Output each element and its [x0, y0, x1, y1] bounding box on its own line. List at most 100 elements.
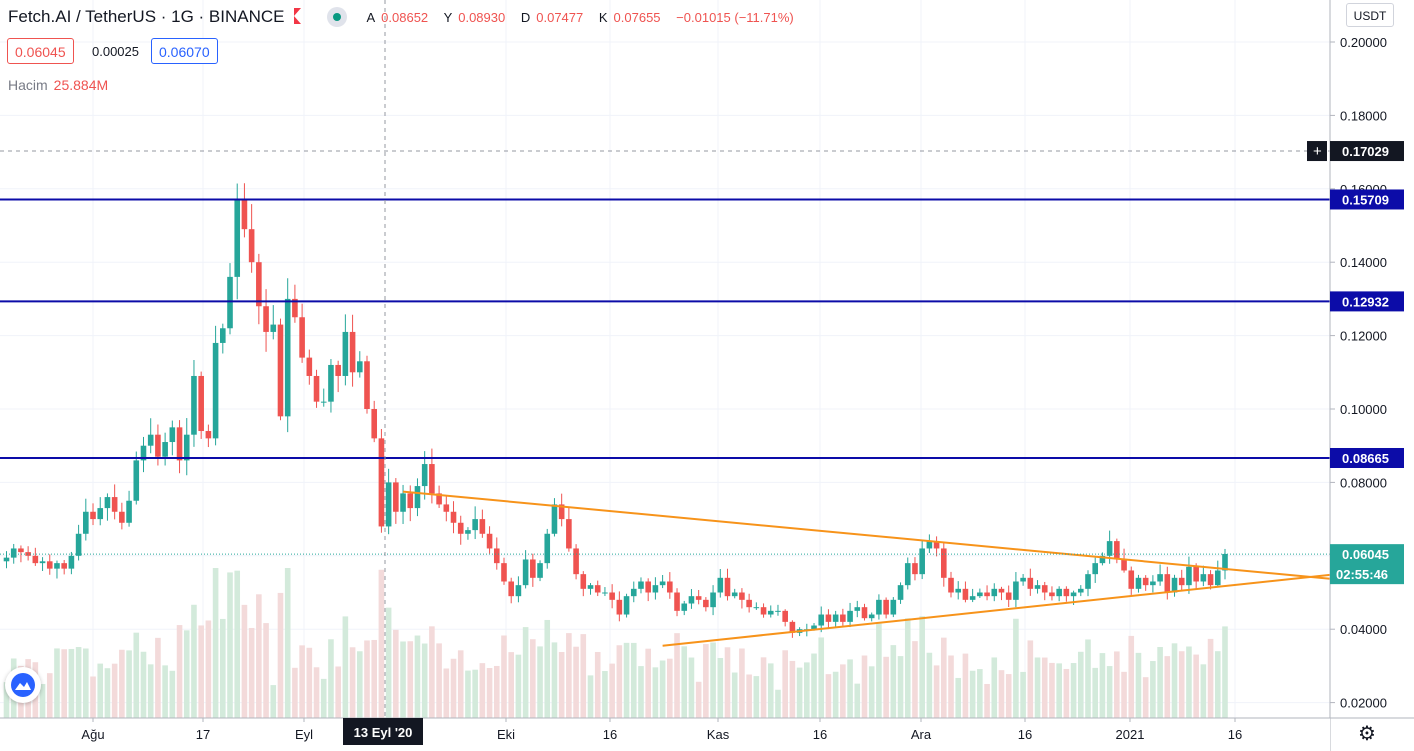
candle-body — [775, 611, 781, 612]
candle-body — [977, 593, 983, 597]
candle-body — [746, 600, 752, 607]
volume-bar — [61, 649, 67, 718]
candle-body — [617, 600, 623, 615]
candle-body — [328, 365, 334, 402]
volume-bar — [1071, 663, 1077, 718]
candle-body — [465, 530, 471, 534]
candle-body — [1179, 578, 1185, 585]
volume-bar — [696, 682, 702, 718]
candle-body — [681, 604, 687, 611]
volume-bar — [768, 663, 774, 718]
candle-body — [768, 611, 774, 615]
candle-body — [350, 332, 356, 372]
candle-body — [234, 200, 240, 277]
volume-bar — [1020, 672, 1026, 718]
volume-bar — [876, 624, 882, 718]
volume-bar — [1150, 661, 1156, 718]
symbol-title[interactable]: Fetch.AI / TetherUS · 1G · BINANCE — [8, 7, 285, 27]
volume-bar — [1078, 652, 1084, 718]
candle-body — [1150, 581, 1156, 585]
volume-bar — [400, 641, 406, 718]
volume-bar — [544, 620, 550, 718]
volume-bar — [595, 652, 601, 718]
candle-body — [862, 607, 868, 618]
candle-body — [285, 299, 291, 416]
time-tick-label: 16 — [1228, 727, 1242, 742]
candle-body — [826, 615, 832, 622]
candle-body — [530, 559, 536, 577]
candle-body — [1085, 574, 1091, 589]
candle-body — [674, 593, 680, 611]
candle-body — [54, 563, 60, 569]
candle-body — [761, 607, 767, 614]
candle-body — [602, 593, 608, 594]
candle-body — [1186, 567, 1192, 585]
price-tick-label: 0.04000 — [1340, 622, 1387, 637]
sell-price-box[interactable]: 0.06045 — [7, 38, 74, 64]
volume-bar — [177, 625, 183, 718]
volume-bar — [263, 623, 269, 718]
visibility-icon[interactable] — [327, 7, 347, 27]
candle-body — [4, 558, 10, 562]
candle-body — [494, 548, 500, 563]
level-price-label: 0.08665 — [1342, 451, 1389, 466]
time-tick-label: 16 — [813, 727, 827, 742]
candle-body — [631, 589, 637, 596]
candle-body — [667, 581, 673, 592]
volume-bar — [977, 669, 983, 718]
volume-bar — [242, 605, 248, 718]
candle-body — [76, 534, 82, 556]
candle-body — [595, 585, 601, 592]
spread-value: 0.00025 — [92, 44, 139, 59]
candle-body — [660, 581, 666, 585]
candle-body — [1042, 585, 1048, 592]
volume-bar — [40, 684, 46, 718]
volume-bar — [804, 662, 810, 718]
candle-body — [83, 512, 89, 534]
flag-icon[interactable] — [294, 8, 301, 24]
volume-bar — [746, 674, 752, 718]
candle-body — [818, 615, 824, 626]
volume-bar — [754, 676, 760, 718]
volume-bar — [638, 666, 644, 718]
time-tick-label: 16 — [1018, 727, 1032, 742]
candle-body — [162, 442, 168, 457]
time-tick-label: Eki — [497, 727, 515, 742]
volume-bar — [530, 639, 536, 718]
candle-body — [717, 578, 723, 593]
volume-value: 25.884M — [54, 77, 108, 93]
volume-bar — [955, 678, 961, 718]
candle-body — [371, 409, 377, 438]
volume-bar — [761, 657, 767, 718]
currency-button[interactable]: USDT — [1346, 3, 1394, 27]
volume-bar — [1006, 674, 1012, 718]
candle-body — [299, 317, 305, 357]
candle-body — [689, 596, 695, 603]
candle-body — [876, 600, 882, 615]
candle-body — [357, 361, 363, 372]
volume-bar — [1107, 666, 1113, 718]
volume-bar — [162, 665, 168, 718]
tradingview-logo[interactable] — [5, 667, 41, 703]
symbol-header: Fetch.AI / TetherUS · 1G · BINANCE A 0.08… — [8, 5, 800, 29]
volume-bar — [847, 659, 853, 718]
current-price-label: 0.06045 — [1342, 547, 1389, 562]
candle-body — [148, 435, 154, 446]
candle-body — [963, 589, 969, 600]
volume-bar — [480, 663, 486, 718]
volume-bar — [1128, 636, 1134, 718]
volume-bar — [350, 647, 356, 718]
volume-bar — [552, 642, 558, 718]
candle-body — [739, 593, 745, 600]
level-price-label: 0.15709 — [1342, 192, 1389, 207]
settings-gear-icon[interactable]: ⚙ — [1358, 721, 1376, 746]
time-tick-label: 16 — [603, 727, 617, 742]
candle-body — [1064, 589, 1070, 596]
volume-bar — [681, 646, 687, 718]
buy-price-box[interactable]: 0.06070 — [151, 38, 218, 64]
volume-legend: Hacim 25.884M — [8, 77, 108, 93]
volume-bar — [970, 671, 976, 718]
volume-bar — [516, 655, 522, 718]
volume-bar — [898, 656, 904, 718]
